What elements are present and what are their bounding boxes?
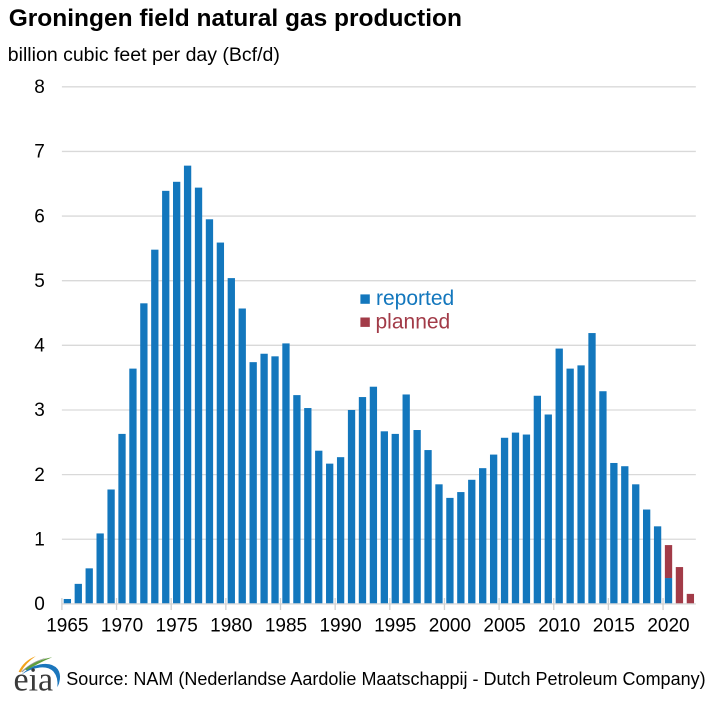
svg-text:6: 6 — [34, 206, 45, 227]
svg-text:1995: 1995 — [374, 615, 416, 636]
svg-text:Source: NAM (Nederlandse Aardo: Source: NAM (Nederlandse Aardolie Maatsc… — [66, 669, 705, 689]
svg-text:8: 8 — [34, 77, 45, 98]
svg-text:1970: 1970 — [101, 615, 143, 636]
svg-text:1975: 1975 — [156, 615, 198, 636]
svg-text:2000: 2000 — [429, 615, 471, 636]
svg-text:0: 0 — [34, 594, 45, 615]
svg-text:2: 2 — [34, 465, 45, 486]
svg-text:2010: 2010 — [538, 615, 580, 636]
svg-text:7: 7 — [34, 142, 45, 163]
svg-text:1990: 1990 — [319, 615, 361, 636]
svg-text:billion cubic feet per day (Bc: billion cubic feet per day (Bcf/d) — [8, 44, 280, 66]
svg-text:2020: 2020 — [647, 615, 689, 636]
svg-text:1985: 1985 — [265, 615, 307, 636]
svg-text:1965: 1965 — [46, 615, 88, 636]
svg-text:1980: 1980 — [210, 615, 252, 636]
svg-text:planned: planned — [376, 310, 451, 333]
svg-text:2005: 2005 — [483, 615, 525, 636]
svg-text:eia: eia — [14, 662, 54, 699]
svg-text:Groningen field natural gas pr: Groningen field natural gas production — [9, 5, 462, 32]
svg-text:1: 1 — [34, 529, 45, 550]
svg-text:5: 5 — [34, 271, 45, 292]
svg-text:2015: 2015 — [593, 615, 635, 636]
svg-text:reported: reported — [376, 287, 454, 310]
svg-text:3: 3 — [34, 400, 45, 421]
svg-text:4: 4 — [34, 336, 45, 357]
